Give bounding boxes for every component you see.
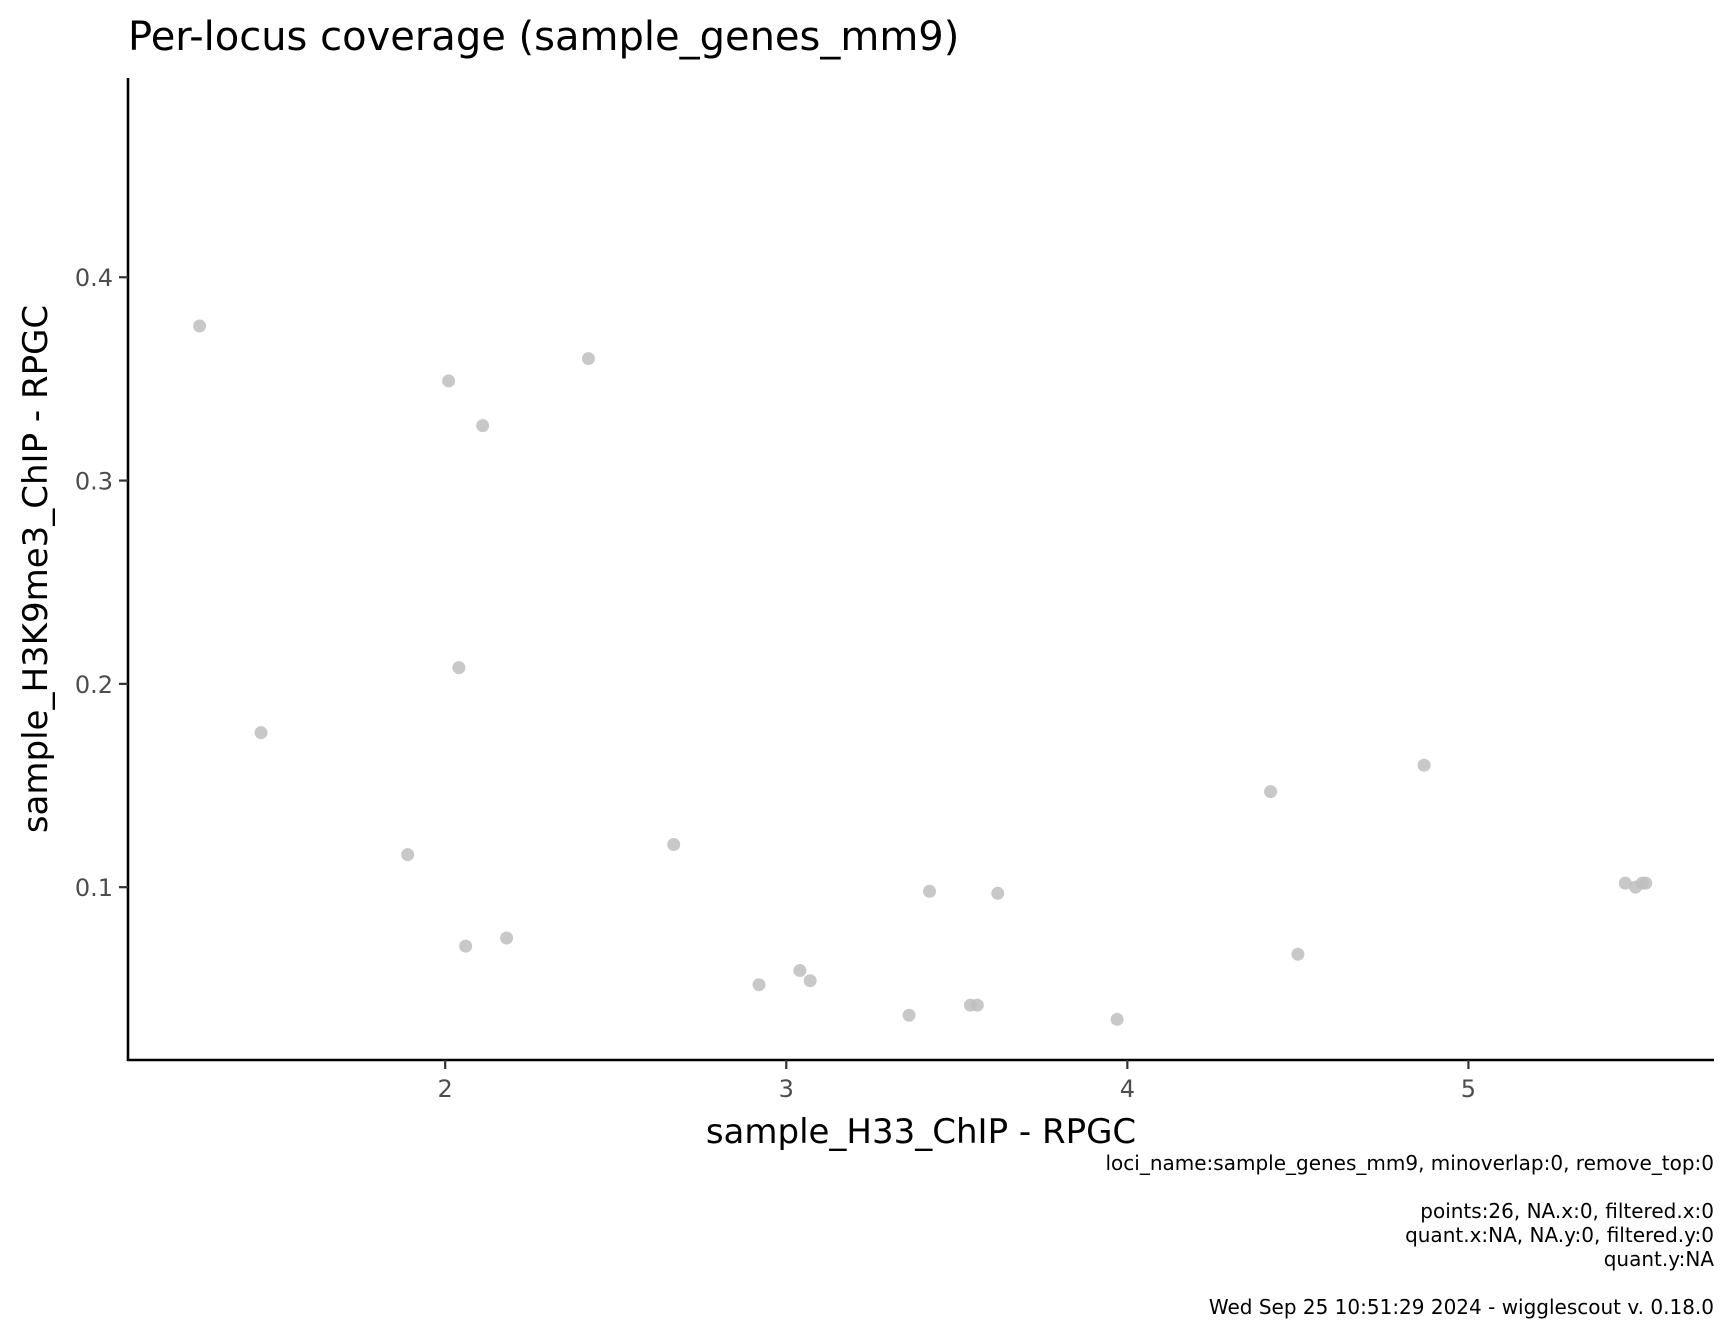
y-axis-ticks: 0.1 0.2 0.3 0.4 <box>75 264 128 902</box>
data-point-14 <box>902 1008 916 1022</box>
data-point-3 <box>401 848 415 862</box>
data-point-21 <box>1291 947 1305 961</box>
x-axis-ticks: 2 3 4 5 <box>438 1060 1476 1103</box>
caption-line-3: points:26, NA.x:0, filtered.x:0 <box>1420 1199 1714 1223</box>
plot-caption: loci_name:sample_genes_mm9, minoverlap:0… <box>1105 1151 1714 1319</box>
data-point-10 <box>667 837 681 851</box>
y-tick-label: 0.4 <box>75 264 113 292</box>
data-point-20 <box>1264 785 1278 799</box>
data-point-17 <box>970 998 984 1012</box>
y-axis-title: sample_H3K9me3_ChIP - RPGC <box>16 305 56 833</box>
data-point-9 <box>581 352 595 366</box>
data-point-22 <box>1417 758 1431 772</box>
x-axis-title: sample_H33_ChIP - RPGC <box>706 1112 1136 1152</box>
data-point-19 <box>1110 1012 1124 1026</box>
caption-line-4: quant.x:NA, NA.y:0, filtered.y:0 <box>1405 1223 1714 1247</box>
data-point-8 <box>500 931 514 945</box>
data-point-12 <box>793 964 807 978</box>
data-point-15 <box>923 884 937 898</box>
data-point-5 <box>452 661 466 675</box>
data-point-13 <box>803 974 817 988</box>
data-point-23 <box>1618 876 1632 890</box>
data-point-11 <box>752 978 766 992</box>
caption-line-7: Wed Sep 25 10:51:29 2024 - wigglescout v… <box>1209 1295 1714 1319</box>
x-tick-label: 4 <box>1120 1075 1135 1103</box>
caption-line-1: loci_name:sample_genes_mm9, minoverlap:0… <box>1105 1151 1714 1175</box>
x-tick-label: 5 <box>1461 1075 1476 1103</box>
y-tick-label: 0.3 <box>75 468 113 496</box>
data-point-2 <box>254 726 268 740</box>
data-point-18 <box>991 886 1005 900</box>
x-tick-label: 2 <box>438 1075 453 1103</box>
y-tick-label: 0.2 <box>75 671 113 699</box>
data-points <box>193 319 1653 1026</box>
y-tick-label: 0.1 <box>75 874 113 902</box>
x-tick-label: 3 <box>779 1075 794 1103</box>
data-point-1 <box>193 319 207 333</box>
data-point-7 <box>476 419 490 433</box>
caption-line-5: quant.y:NA <box>1604 1247 1715 1271</box>
data-point-4 <box>442 374 456 388</box>
data-point-6 <box>459 939 473 953</box>
data-point-26 <box>1639 876 1653 890</box>
chart-title: Per-locus coverage (sample_genes_mm9) <box>128 14 959 60</box>
